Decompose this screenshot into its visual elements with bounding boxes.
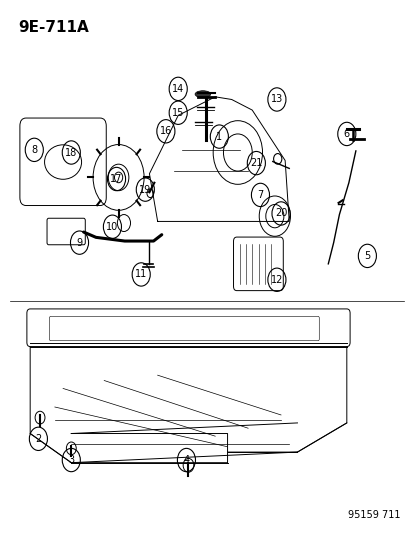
Text: 10: 10 — [106, 222, 118, 232]
Text: 19: 19 — [139, 184, 151, 195]
Text: 16: 16 — [159, 126, 171, 136]
Text: 3: 3 — [68, 455, 74, 465]
Text: 6: 6 — [343, 129, 349, 139]
Text: 15: 15 — [172, 108, 184, 118]
Text: 21: 21 — [249, 158, 262, 168]
Text: 1: 1 — [216, 132, 222, 142]
Ellipse shape — [195, 91, 210, 98]
Text: 4: 4 — [183, 455, 189, 465]
Text: 9: 9 — [76, 238, 82, 248]
Text: 2: 2 — [35, 434, 41, 444]
Text: 12: 12 — [270, 274, 282, 285]
Text: 8: 8 — [31, 145, 37, 155]
Text: 11: 11 — [135, 270, 147, 279]
Text: 17: 17 — [110, 174, 122, 184]
Text: 20: 20 — [274, 208, 287, 219]
Text: 5: 5 — [363, 251, 370, 261]
Text: 9E-711A: 9E-711A — [18, 20, 88, 35]
Text: 14: 14 — [172, 84, 184, 94]
Text: 13: 13 — [270, 94, 282, 104]
Text: 7: 7 — [257, 190, 263, 200]
Text: 18: 18 — [65, 148, 77, 158]
Text: 95159 711: 95159 711 — [347, 510, 399, 520]
